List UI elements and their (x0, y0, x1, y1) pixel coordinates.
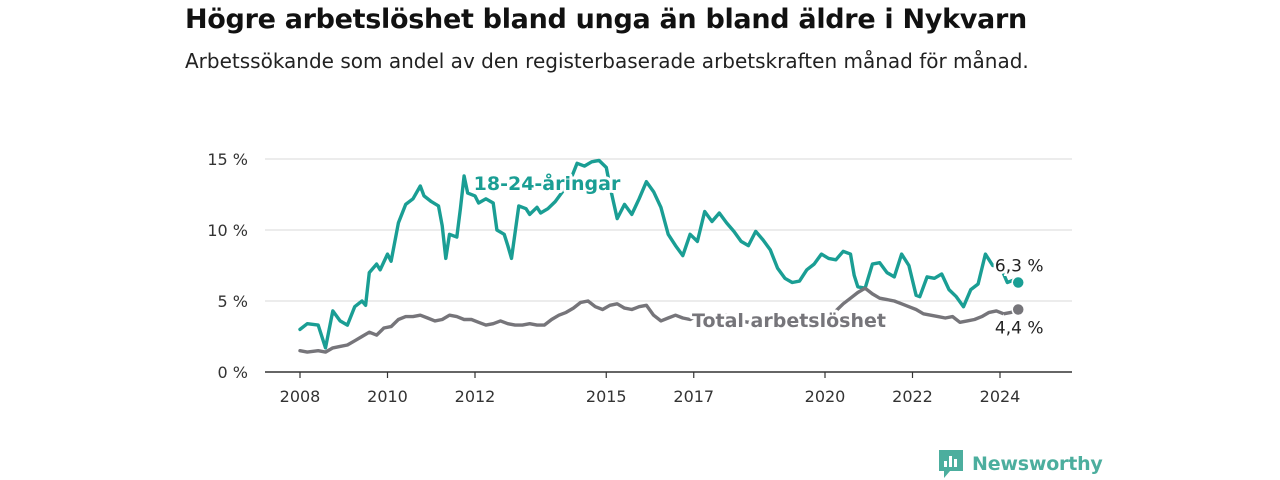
y-tick-label: 10 % (207, 221, 248, 240)
y-tick-label: 15 % (207, 150, 248, 169)
x-tick-label: 2010 (367, 387, 408, 406)
chart-title: Högre arbetslöshet bland unga än bland ä… (185, 4, 1027, 35)
series-line-1 (298, 286, 1020, 354)
x-tick-label: 2017 (673, 387, 714, 406)
series-line-0 (298, 158, 1020, 350)
series-lines (298, 158, 1020, 354)
x-tick-label: 2020 (805, 387, 846, 406)
x-tick-label: 2012 (455, 387, 496, 406)
series-annotations: 18-24-åringar Total arbetslöshet 6,3 % 4,4 … (471, 168, 1046, 341)
newsworthy-logo-icon (939, 450, 963, 478)
x-tick-label: 2008 (280, 387, 321, 406)
x-tick-label: 2015 (586, 387, 627, 406)
x-axis: 2008 2010 2012 2015 2017 2020 2022 2024 (265, 371, 1072, 406)
brand-name: Newsworthy (972, 453, 1103, 475)
series-label-0: 18-24-åringar (474, 171, 621, 195)
y-axis-labels: 0 % 5 % 10 % 15 % (207, 150, 248, 382)
series-label-1: Total arbetslöshet (692, 310, 886, 332)
y-tick-label: 0 % (218, 363, 248, 382)
end-value-label-0: 6,3 % (995, 257, 1044, 277)
end-point-0 (1011, 275, 1025, 290)
y-tick-label: 5 % (218, 292, 248, 311)
chart-subtitle: Arbetssökande som andel av den registerb… (185, 49, 1029, 73)
end-point-1 (1011, 302, 1025, 317)
end-value-label-1: 4,4 % (995, 319, 1044, 339)
x-tick-label: 2024 (980, 387, 1021, 406)
brand: Newsworthy (938, 449, 1103, 479)
x-tick-label: 2022 (892, 387, 933, 406)
